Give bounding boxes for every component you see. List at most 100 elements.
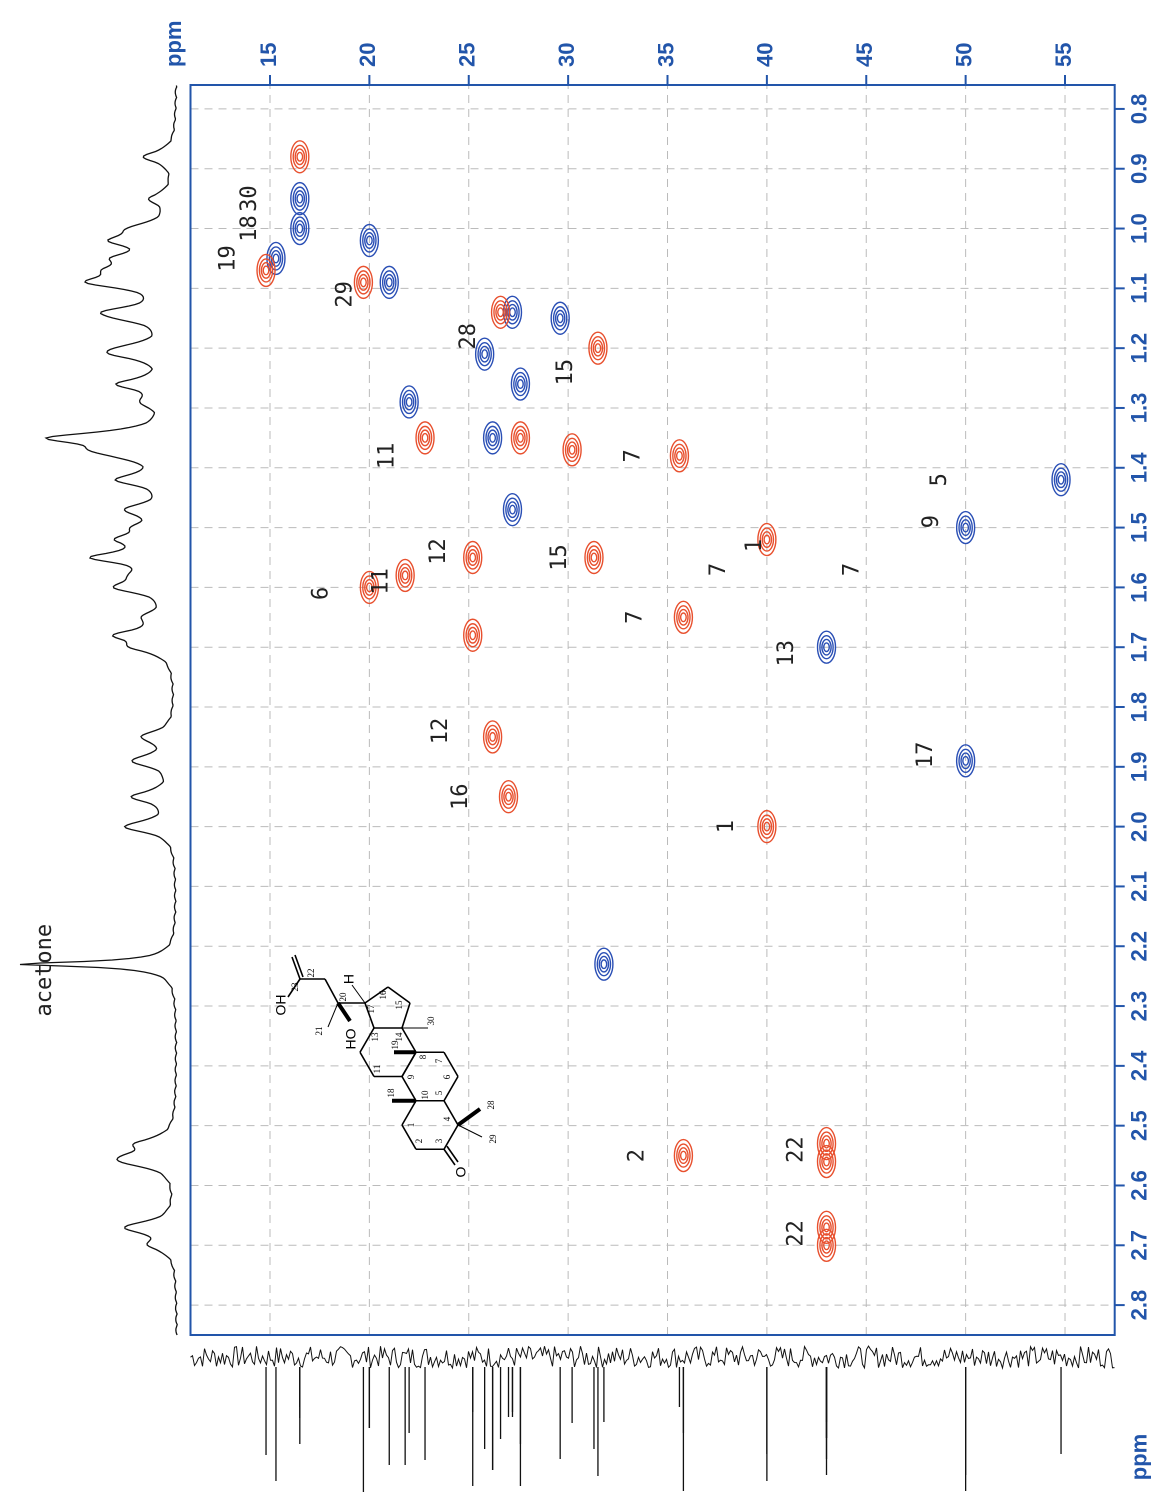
structure-label: 3 — [434, 1138, 444, 1143]
contour-level — [256, 253, 276, 288]
contour-level — [515, 429, 526, 447]
peak-label: 30 — [237, 185, 262, 212]
cross-peak — [816, 1144, 837, 1179]
structure-label: 23 — [290, 982, 300, 992]
peak-label: 16 — [448, 783, 473, 810]
bond — [401, 1100, 417, 1126]
cross-peak — [359, 223, 380, 258]
contour-level — [381, 270, 397, 295]
contour-level — [294, 220, 306, 237]
y-tick-label: 25 — [455, 43, 480, 67]
structure-label: 21 — [314, 1027, 324, 1036]
contour-level — [503, 788, 514, 806]
contour-level — [292, 216, 308, 241]
bond — [359, 1051, 375, 1077]
peak-label: 22 — [784, 1220, 809, 1247]
contour-level — [296, 193, 304, 204]
peak-label: 7 — [621, 449, 646, 462]
contour-level — [821, 638, 832, 656]
contour-level — [482, 720, 503, 754]
x-tick-label: 1.1 — [1127, 273, 1152, 304]
contour-level — [819, 1149, 834, 1174]
x-tick-label: 2.7 — [1127, 1230, 1152, 1261]
contour-level — [678, 608, 689, 626]
bond — [401, 1124, 417, 1150]
contour-level — [485, 724, 500, 750]
contour-level — [554, 309, 566, 327]
contour-level — [955, 510, 976, 545]
structure-label: 11 — [372, 1065, 382, 1074]
contour-level — [759, 527, 775, 552]
cross-peak — [816, 1228, 837, 1262]
contour-level — [356, 270, 371, 295]
structure-label: 6 — [442, 1074, 452, 1079]
contour-level — [516, 432, 524, 443]
y-tick-label: 35 — [653, 43, 678, 67]
contour-level — [590, 335, 606, 361]
y-tick-label: 40 — [753, 43, 778, 67]
carbon-noise — [190, 1344, 1115, 1370]
contour-level — [556, 313, 564, 324]
peak-label: 19 — [215, 245, 240, 272]
x-tick-label: 1.0 — [1127, 213, 1152, 244]
contour-level — [594, 343, 602, 354]
cross-peak — [482, 421, 503, 455]
contour-level — [482, 421, 503, 455]
contour-level — [596, 951, 612, 977]
bond — [443, 1100, 459, 1126]
contour-level — [477, 341, 492, 367]
contour-level — [258, 258, 274, 283]
peak-label: 7 — [839, 563, 864, 576]
peak-label: 12 — [428, 718, 453, 745]
structure-label: 5 — [434, 1090, 444, 1095]
structure-label: HO — [343, 1028, 359, 1049]
y-tick-label: 20 — [355, 43, 380, 67]
contour-level — [958, 515, 973, 540]
peak-label: 1 — [714, 820, 739, 833]
peak-label: 18 — [237, 215, 262, 242]
structure-label: 7 — [434, 1058, 444, 1063]
contour-level — [290, 181, 310, 216]
plot-frame — [189, 84, 1116, 1336]
contour-level — [675, 450, 683, 461]
contour-level — [421, 432, 429, 443]
cross-peak — [757, 522, 777, 557]
contour-level — [497, 307, 505, 318]
cross-peak — [588, 331, 608, 365]
contour-level — [823, 1240, 830, 1251]
bond — [401, 1076, 417, 1102]
cross-peak — [1051, 463, 1071, 497]
contour-level — [816, 630, 837, 664]
contour-level — [364, 232, 375, 249]
contour-level — [763, 821, 771, 832]
contour-level — [415, 421, 435, 455]
bond — [294, 954, 304, 978]
structure-label: 28 — [486, 1100, 496, 1110]
contour-level — [419, 429, 431, 447]
contour-level — [588, 331, 608, 365]
contour-level — [481, 349, 489, 360]
contour-level — [296, 223, 304, 234]
bond — [443, 1076, 459, 1102]
structure-label: 8 — [418, 1054, 428, 1059]
proton-projection — [19, 85, 178, 1336]
contour-level — [362, 575, 377, 600]
peak-label: 11 — [374, 443, 399, 470]
structure-label: 1 — [406, 1123, 416, 1128]
contour-level — [502, 492, 523, 527]
contour-level — [960, 752, 971, 770]
bond — [287, 978, 301, 998]
contour-level — [594, 947, 614, 981]
contour-level — [676, 605, 691, 630]
cross-peak — [395, 558, 415, 593]
contour-level — [359, 223, 380, 258]
contour-level — [485, 425, 500, 451]
contour-level — [962, 522, 970, 533]
contour-level — [516, 379, 524, 390]
structure-label: H — [341, 974, 357, 984]
contour-level — [292, 186, 308, 211]
peak-label: 7 — [623, 611, 648, 624]
contour-level — [260, 261, 272, 279]
bond — [364, 986, 389, 1004]
contour-level — [816, 1144, 837, 1179]
